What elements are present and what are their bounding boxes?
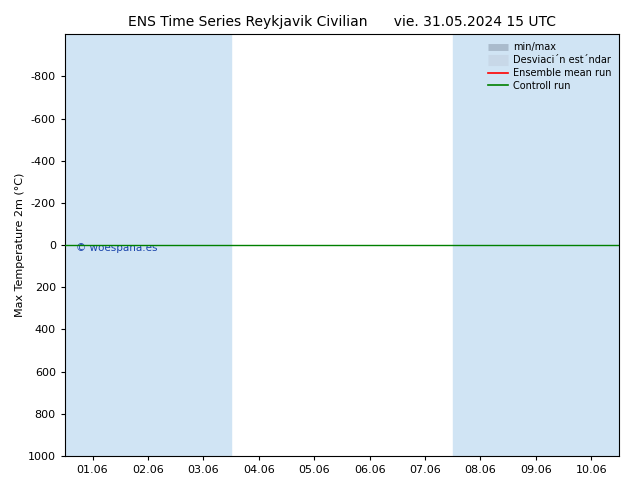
Bar [508, 34, 564, 456]
Legend: min/max, Desviaci´n est´ndar, Ensemble mean run, Controll run: min/max, Desviaci´n est´ndar, Ensemble m… [486, 39, 614, 94]
Title: ENS Time Series Reykjavik Civilian      vie. 31.05.2024 15 UTC: ENS Time Series Reykjavik Civilian vie. … [128, 15, 556, 29]
Bar [176, 34, 231, 456]
Bar [453, 34, 508, 456]
Text: © woespana.es: © woespana.es [76, 243, 157, 253]
Y-axis label: Max Temperature 2m (°C): Max Temperature 2m (°C) [15, 173, 25, 318]
Bar [564, 34, 619, 456]
Bar [65, 34, 120, 456]
Bar [120, 34, 176, 456]
